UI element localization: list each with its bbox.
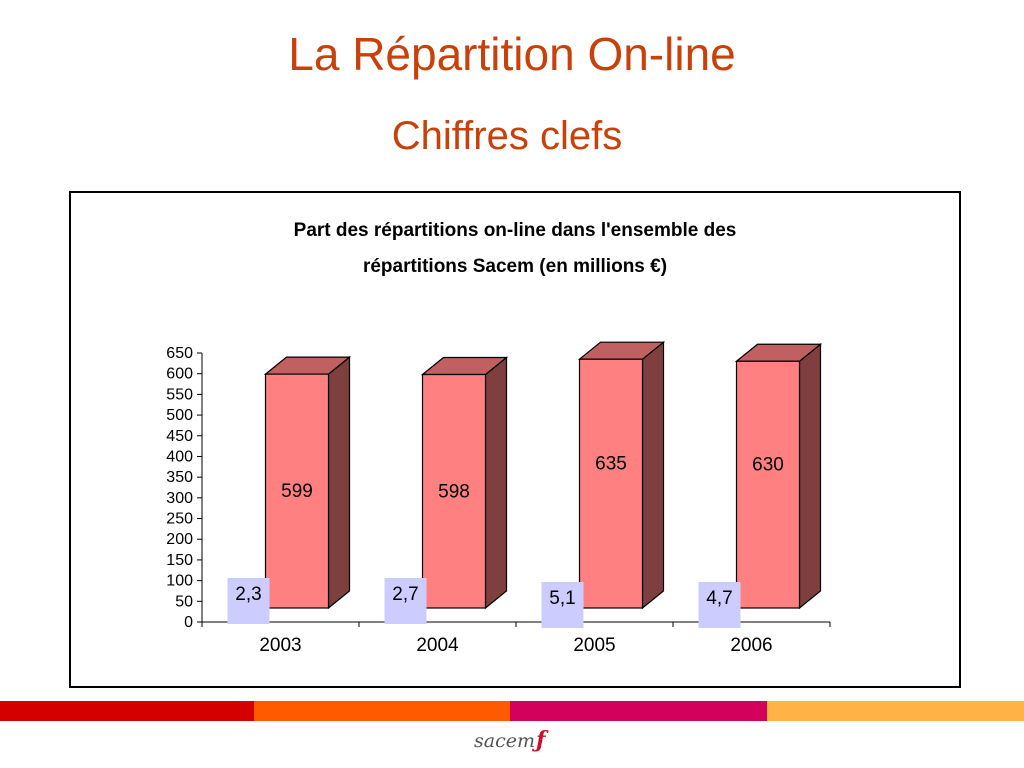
bar-side: [798, 343, 822, 610]
y-tick-label: 350: [166, 469, 193, 486]
y-tick-label: 500: [166, 407, 193, 424]
small-value-box: [384, 578, 427, 624]
bar-2006: [735, 360, 801, 609]
bar-side: [484, 356, 508, 610]
y-tick-label: 250: [166, 511, 193, 528]
bar-chart: 0 50 100 150 200 250 300 350 400 450 500 550 600 650 5…: [166, 340, 831, 656]
y-tick-label: 600: [166, 366, 193, 383]
bar-side: [327, 355, 351, 610]
x-category-label: 2005: [573, 635, 615, 656]
x-category-label: 2006: [730, 635, 772, 656]
bar-value-label: 599: [281, 481, 313, 502]
bar-2005: [578, 358, 644, 609]
bar-side: [641, 340, 665, 610]
y-tick-label: 550: [166, 386, 193, 403]
chart-title-line-2: répartitions Sacem (en millions €): [362, 256, 668, 277]
small-value-label: 2,7: [392, 584, 418, 605]
bar-value-label: 630: [752, 455, 784, 476]
sacem-logo: sacemƒ: [474, 727, 545, 753]
logo-text: sacem: [474, 730, 535, 752]
slide-subtitle: Chiffres clefs: [391, 114, 623, 158]
footer-stripe-2: [254, 701, 510, 721]
small-value-label: 5,1: [549, 588, 575, 609]
y-tick-label: 0: [184, 614, 193, 631]
bar-value-label: 598: [438, 481, 470, 502]
small-value-box: [541, 582, 584, 628]
small-value-box: [227, 578, 270, 624]
x-category-label: 2003: [259, 635, 301, 656]
slide-title: La Répartition On-line: [288, 28, 736, 80]
y-tick-label: 50: [175, 593, 193, 610]
footer-stripe-1: [0, 701, 254, 721]
chart-title: Part des répartitions on-line dans l'ens…: [71, 213, 959, 285]
small-value-box: [698, 582, 741, 628]
y-tick-label: 450: [166, 428, 193, 445]
chart-frame: Part des répartitions on-line dans l'ens…: [69, 191, 961, 688]
footer-stripe-3: [510, 701, 767, 721]
logo-mark-icon: ƒ: [535, 727, 546, 753]
small-value-label: 4,7: [706, 588, 732, 609]
bar-2003: [264, 373, 330, 609]
small-value-label: 2,3: [235, 584, 261, 605]
chart-title-line-1: Part des répartitions on-line dans l'ens…: [293, 220, 737, 241]
x-category-label: 2004: [416, 635, 459, 656]
y-tick-label: 400: [166, 448, 193, 465]
bar-2004: [421, 373, 487, 609]
y-tick-label: 100: [166, 573, 193, 590]
y-tick-label: 200: [166, 531, 193, 548]
y-tick-label: 300: [166, 490, 193, 507]
footer-stripe-4: [767, 701, 1024, 721]
bar-value-label: 635: [595, 454, 627, 475]
y-tick-label: 650: [166, 345, 193, 362]
y-tick-label: 150: [166, 552, 193, 569]
